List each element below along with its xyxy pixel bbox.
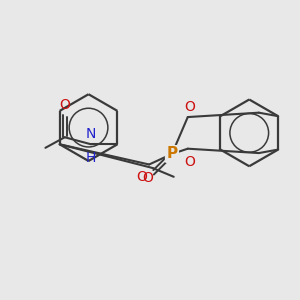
Text: O: O <box>142 171 153 184</box>
Text: O: O <box>136 170 147 184</box>
Text: O: O <box>184 100 195 114</box>
Text: N: N <box>86 127 96 141</box>
Text: O: O <box>59 98 70 112</box>
Text: P: P <box>167 146 178 161</box>
Text: O: O <box>184 155 195 169</box>
Text: H: H <box>86 151 96 165</box>
